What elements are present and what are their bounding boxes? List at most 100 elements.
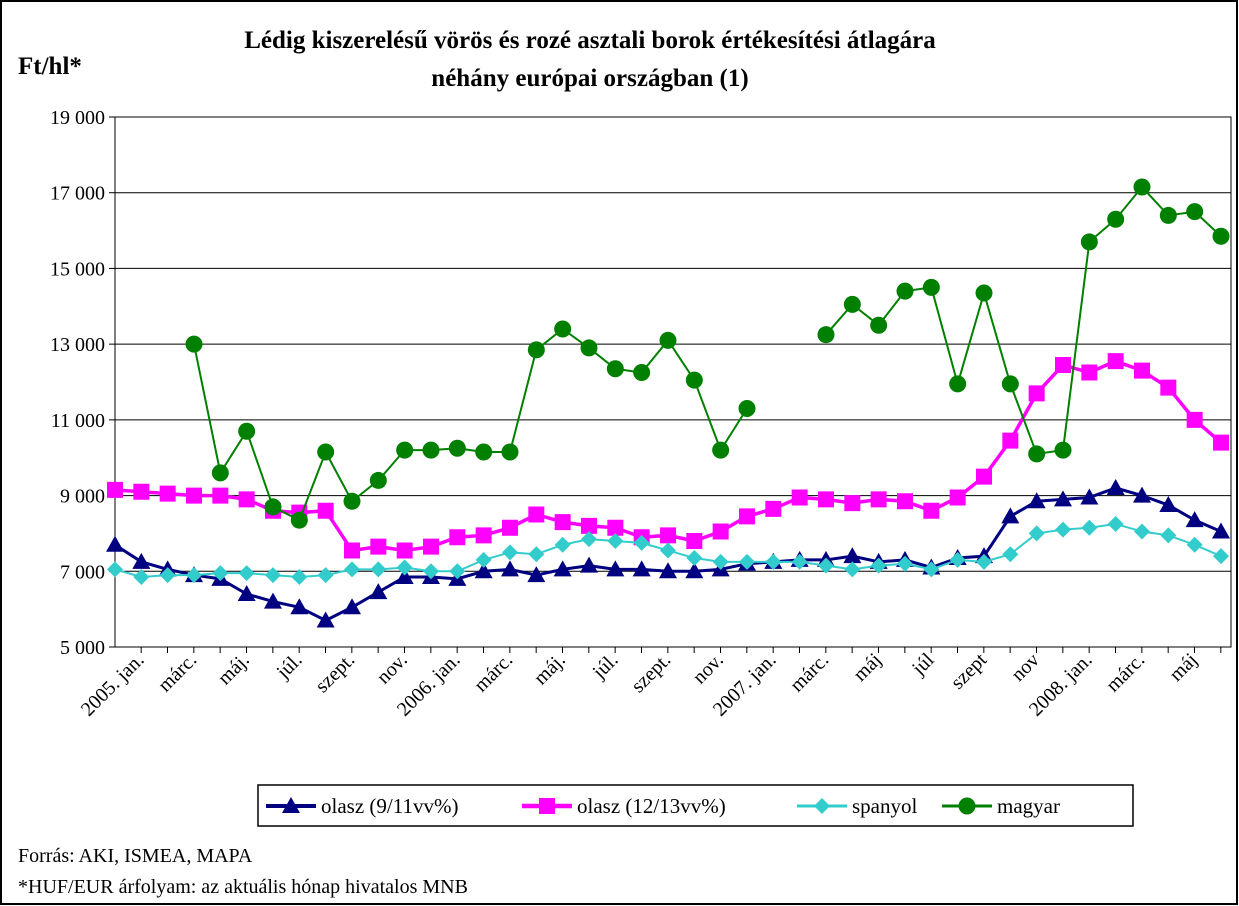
data-point (1107, 353, 1124, 370)
data-point (1133, 178, 1151, 196)
data-point (843, 547, 862, 564)
data-point (818, 557, 834, 574)
data-point (976, 553, 992, 570)
data-point (1001, 375, 1019, 393)
data-point (1081, 364, 1098, 381)
data-point (159, 567, 176, 584)
data-point (290, 511, 308, 529)
data-point (553, 560, 572, 577)
data-point (843, 295, 861, 313)
y-tick-label: 15 000 (50, 258, 105, 280)
data-point (475, 527, 492, 544)
legend-marker (958, 797, 976, 815)
data-point (1081, 519, 1098, 536)
y-tick-label: 19 000 (50, 107, 105, 129)
plot-area (114, 116, 1232, 648)
data-point (1134, 523, 1150, 540)
data-point (1028, 445, 1046, 463)
data-point (159, 485, 176, 502)
data-point (369, 583, 388, 600)
legend-label: olasz (9/11vv%) (321, 794, 458, 818)
data-point (712, 523, 729, 540)
data-point (290, 598, 309, 615)
data-point (396, 441, 414, 459)
data-point (976, 468, 992, 485)
data-point (739, 508, 755, 525)
data-point (1212, 227, 1230, 245)
data-point (502, 544, 518, 561)
data-point (870, 557, 887, 574)
data-point (686, 533, 703, 549)
data-point (528, 546, 545, 563)
data-point (712, 553, 729, 570)
data-point (527, 341, 545, 359)
data-point (1186, 536, 1203, 553)
data-point (238, 422, 256, 440)
data-point (423, 563, 439, 580)
data-point (660, 542, 676, 559)
data-point (949, 489, 966, 506)
data-point (370, 538, 387, 555)
data-point (395, 567, 414, 584)
legend-marker (282, 797, 300, 813)
data-point (632, 560, 651, 577)
data-point (317, 502, 334, 519)
data-point (817, 326, 835, 344)
data-point (448, 439, 466, 457)
chart-title: néhány európai országban (1) (431, 65, 748, 92)
data-point (1213, 434, 1229, 451)
data-point (791, 553, 808, 570)
data-point (528, 506, 545, 523)
data-point (133, 568, 150, 585)
data-point (343, 492, 361, 510)
data-point (1160, 527, 1177, 544)
data-point (107, 481, 123, 498)
data-point (396, 542, 413, 559)
data-point (765, 500, 782, 517)
data-point (1134, 362, 1150, 379)
data-point (475, 551, 492, 568)
legend-marker (539, 798, 555, 814)
data-point (580, 556, 598, 573)
data-point (712, 441, 730, 459)
data-point (1106, 479, 1125, 495)
data-point (265, 567, 281, 584)
data-point (186, 567, 202, 584)
data-point (237, 585, 256, 601)
data-point (685, 371, 703, 389)
data-point (343, 598, 361, 615)
data-point (501, 560, 519, 577)
data-point (264, 592, 282, 609)
data-point (1107, 515, 1124, 532)
data-point (264, 498, 282, 516)
note: *HUF/EUR árfolyam: az aktuális hónap hiv… (18, 876, 468, 898)
data-point (211, 464, 229, 482)
data-point (1054, 490, 1072, 507)
data-point (475, 443, 493, 461)
data-point (1027, 492, 1046, 509)
data-point (344, 542, 360, 559)
data-point (923, 561, 940, 578)
data-point (870, 316, 888, 334)
data-point (923, 502, 940, 519)
data-point (606, 560, 625, 577)
legend-label: magyar (997, 794, 1060, 818)
data-point (739, 553, 755, 570)
legend-marker (814, 798, 830, 814)
data-point (1055, 356, 1071, 373)
legend-label: spanyol (852, 794, 917, 818)
data-point (765, 553, 782, 570)
data-point (1028, 385, 1045, 402)
data-point (527, 566, 546, 583)
data-point (738, 400, 756, 417)
data-point (422, 441, 440, 459)
data-point (1213, 548, 1229, 565)
data-point (1159, 206, 1177, 224)
data-point (212, 487, 229, 504)
data-point (369, 471, 387, 489)
data-point (606, 360, 624, 378)
data-point (922, 278, 940, 296)
data-point (818, 491, 834, 508)
data-point (501, 443, 519, 461)
